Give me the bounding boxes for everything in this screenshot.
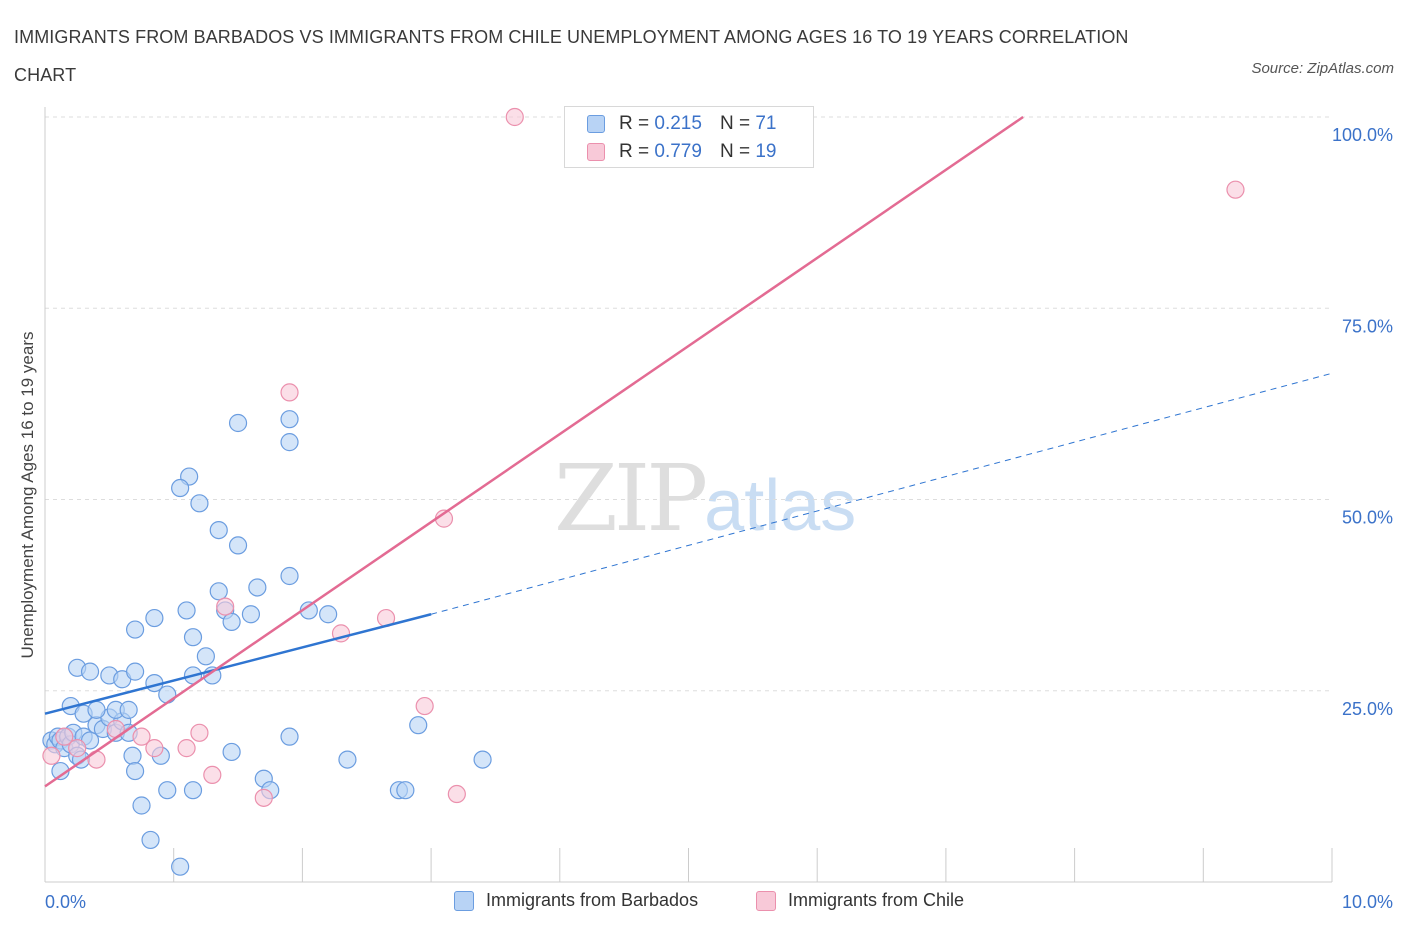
- y-tick-label: 50.0%: [1342, 508, 1393, 528]
- barbados-point: [145, 608, 164, 628]
- barbados-point: [473, 750, 492, 769]
- barbados-point: [280, 566, 299, 586]
- y-tick-label: 75.0%: [1342, 316, 1393, 336]
- chile-point: [55, 727, 74, 746]
- barbados-point: [280, 410, 299, 429]
- legend-item-barbados: Immigrants from Barbados: [454, 890, 698, 911]
- barbados-point: [338, 750, 357, 769]
- barbados-point: [158, 781, 177, 800]
- chile-point: [415, 696, 434, 716]
- legend-row-barbados: R = 0.215 N = 71: [587, 112, 776, 136]
- barbados-legend-swatch: [454, 890, 474, 911]
- barbados-point: [125, 662, 145, 681]
- chile-point: [87, 750, 106, 769]
- legend-r-label: R =: [619, 113, 650, 134]
- barbados-point: [319, 605, 338, 624]
- chile-point: [190, 723, 209, 742]
- barbados-point: [248, 578, 267, 597]
- x-tick-label: 10.0%: [1342, 892, 1393, 912]
- chile-point: [216, 597, 235, 616]
- barbados-point: [177, 601, 196, 620]
- chile-point: [203, 765, 222, 785]
- chile-point: [447, 784, 466, 804]
- chart-title: IMMIGRANTS FROM BARBADOS VS IMMIGRANTS F…: [14, 27, 1129, 85]
- barbados-point: [87, 700, 106, 719]
- barbados-point: [280, 727, 299, 746]
- chile-point: [254, 788, 273, 807]
- y-tick-label: 25.0%: [1342, 699, 1393, 719]
- watermark: ZIPatlas: [554, 445, 856, 552]
- chile-swatch: [587, 143, 605, 161]
- barbados-point: [119, 700, 138, 719]
- barbados-point: [80, 662, 100, 681]
- y-tick-label: 100.0%: [1332, 125, 1393, 145]
- legend-item-chile: Immigrants from Chile: [756, 890, 964, 911]
- chile-point: [1226, 180, 1245, 199]
- barbados-point: [183, 628, 203, 647]
- barbados-trend-line: [44, 613, 432, 715]
- legend-n-label: N =: [719, 113, 751, 134]
- chile-point: [68, 739, 87, 758]
- barbados-point: [125, 761, 145, 781]
- barbados-trend-extension: [430, 372, 1333, 615]
- x-tick-label: 0.0%: [45, 892, 86, 912]
- barbados-point: [132, 796, 151, 815]
- legend-r-label: R =: [619, 141, 650, 162]
- barbados-point: [241, 605, 261, 624]
- barbados-point: [280, 433, 299, 452]
- barbados-swatch: [587, 115, 605, 133]
- barbados-point: [183, 781, 203, 800]
- barbados-point: [222, 612, 241, 632]
- watermark-zip: ZIP: [554, 445, 708, 552]
- stats-legend: R = 0.215 N = 71 R = 0.779 N = 19: [564, 106, 814, 168]
- barbados-point: [123, 746, 142, 765]
- barbados-point: [228, 536, 248, 555]
- chile-point: [132, 727, 151, 746]
- chile-point: [145, 739, 164, 758]
- barbados-point: [396, 781, 415, 800]
- source-label: Source: ZipAtlas.com: [1251, 60, 1394, 77]
- legend-n-value-barbados: 71: [755, 113, 777, 134]
- barbados-point: [125, 620, 145, 639]
- legend-n-label: N =: [719, 141, 751, 162]
- barbados-point: [141, 830, 160, 850]
- legend-label-barbados: Immigrants from Barbados: [486, 890, 699, 910]
- barbados-point: [196, 647, 215, 666]
- barbados-point: [190, 494, 209, 513]
- legend-n-value-chile: 19: [755, 141, 777, 162]
- barbados-point: [228, 413, 248, 433]
- barbados-point: [409, 716, 428, 735]
- chile-trend-line: [44, 115, 1024, 788]
- barbados-point: [171, 478, 190, 498]
- legend-r-value-barbados: 0.215: [654, 113, 702, 134]
- legend-row-chile: R = 0.779 N = 19: [587, 140, 776, 164]
- legend-r-value-chile: 0.779: [654, 141, 702, 162]
- barbados-point: [222, 742, 241, 762]
- barbados-point: [158, 685, 177, 704]
- barbados-point: [209, 582, 228, 601]
- chile-point: [177, 739, 196, 758]
- barbados-point: [171, 857, 190, 876]
- series-legend: Immigrants from Barbados Immigrants from…: [0, 890, 1406, 914]
- legend-label-chile: Immigrants from Chile: [788, 890, 965, 910]
- chile-point: [280, 383, 299, 402]
- barbados-point: [209, 520, 228, 540]
- chile-point: [42, 746, 61, 765]
- chile-legend-swatch: [756, 890, 776, 911]
- chile-point: [505, 107, 524, 127]
- watermark-atlas: atlas: [704, 466, 857, 546]
